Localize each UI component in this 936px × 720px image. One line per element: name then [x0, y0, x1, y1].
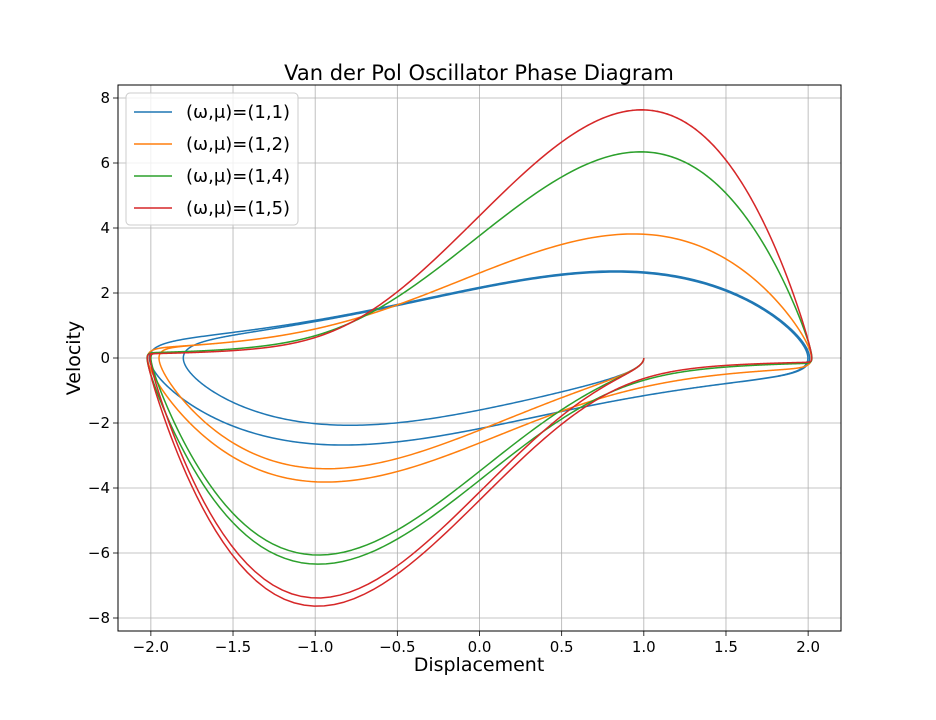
y-tick-label: 4: [100, 219, 110, 237]
x-tick-label: −2.0: [133, 638, 169, 656]
x-tick-label: 1.5: [714, 638, 738, 656]
y-tick-label: −8: [88, 609, 110, 627]
legend-label-1: (ω,μ)=(1,2): [186, 134, 290, 155]
x-axis-label: Displacement: [414, 654, 545, 676]
series-line-0: [148, 270, 811, 446]
y-tick-label: 0: [100, 349, 110, 367]
x-tick-label: 2.0: [796, 638, 820, 656]
x-tick-label: −0.5: [379, 638, 415, 656]
y-tick-label: 8: [100, 89, 110, 107]
y-tick-label: −6: [88, 544, 110, 562]
series-layer: [146, 109, 813, 607]
series-line-1: [146, 233, 813, 483]
legend: (ω,μ)=(1,1) (ω,μ)=(1,2) (ω,μ)=(1,4) (ω,μ)=(…: [125, 92, 299, 226]
grid: [118, 85, 841, 631]
x-tick-label: 0.0: [468, 638, 492, 656]
legend-box: [125, 92, 299, 226]
y-axis-label: Velocity: [63, 321, 85, 396]
y-tick-label: 6: [100, 154, 110, 172]
x-tick-label: −1.0: [297, 638, 333, 656]
chart-title: Van der Pol Oscillator Phase Diagram: [284, 61, 674, 85]
x-axis-ticks: −2.0 −1.5 −1.0 −0.5 0.0 0.5 1.0 1.5 2.0: [133, 631, 820, 656]
x-tick-label: 1.0: [632, 638, 656, 656]
series-line-2: [146, 151, 813, 565]
legend-label-0: (ω,μ)=(1,1): [186, 102, 290, 123]
y-tick-label: −4: [88, 479, 110, 497]
series-line-3: [146, 109, 813, 607]
legend-label-3: (ω,μ)=(1,5): [186, 198, 290, 219]
legend-label-2: (ω,μ)=(1,4): [186, 166, 290, 187]
x-tick-label: −1.5: [215, 638, 251, 656]
x-tick-label: 0.5: [550, 638, 574, 656]
y-tick-label: −2: [88, 414, 110, 432]
y-axis-ticks: −8 −6 −4 −2 0 2 4 6 8: [88, 89, 118, 627]
y-tick-label: 2: [100, 284, 110, 302]
